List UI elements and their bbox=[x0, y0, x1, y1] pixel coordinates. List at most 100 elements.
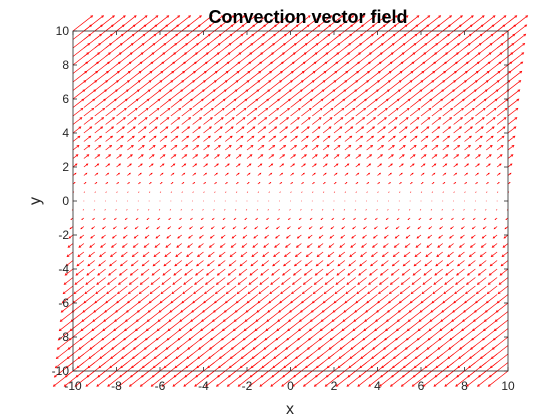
vector-arrow-head bbox=[396, 218, 399, 220]
vector-arrow-head bbox=[302, 384, 306, 387]
vector-arrow-head bbox=[358, 374, 362, 378]
vector-arrow bbox=[84, 285, 95, 294]
vector-arrow-head bbox=[153, 356, 157, 359]
vector-arrow bbox=[466, 277, 476, 285]
vector-arrow bbox=[111, 243, 117, 248]
vector-arrow-head bbox=[330, 227, 333, 230]
vector-arrow-head bbox=[292, 172, 295, 175]
vector-arrow-head bbox=[87, 144, 91, 148]
vector-arrow-head bbox=[482, 107, 486, 111]
vector-arrow bbox=[290, 80, 304, 91]
vector-arrow bbox=[270, 277, 280, 285]
vector-arrow-head bbox=[346, 172, 349, 175]
vector-arrow-head bbox=[405, 236, 408, 239]
vector-arrow-head bbox=[141, 365, 145, 369]
vector-arrow bbox=[476, 285, 487, 294]
vector-arrow bbox=[269, 285, 280, 294]
vector-arrow-head bbox=[113, 218, 116, 220]
vector-arrow bbox=[225, 98, 237, 108]
x-tick-label: 0 bbox=[287, 379, 294, 393]
vector-arrow-head bbox=[415, 126, 419, 130]
vector-arrow-head bbox=[307, 15, 311, 18]
vector-arrow-head bbox=[331, 218, 333, 220]
vector-arrow bbox=[266, 311, 280, 322]
vector-arrow-head bbox=[118, 163, 121, 166]
vector-arrow-head bbox=[492, 236, 495, 239]
vector-arrow bbox=[181, 126, 190, 134]
vector-arrow bbox=[399, 135, 407, 142]
vector-arrow-head bbox=[357, 282, 361, 285]
vector-arrow-head bbox=[400, 384, 404, 387]
vector-arrow-head bbox=[416, 15, 420, 18]
vector-arrow-head bbox=[360, 356, 364, 359]
vector-arrow-head bbox=[350, 126, 354, 130]
vector-arrow-head bbox=[264, 117, 268, 120]
vector-arrow bbox=[399, 108, 410, 117]
vector-arrow-head bbox=[473, 98, 476, 102]
vector-arrow-head bbox=[173, 374, 177, 378]
vector-arrow bbox=[159, 126, 169, 134]
vector-arrow-head bbox=[484, 310, 488, 313]
vector-arrow-head bbox=[380, 154, 383, 157]
vector-arrow-head bbox=[275, 117, 279, 120]
x-tick-label: -2 bbox=[242, 379, 253, 393]
vector-arrow-head bbox=[446, 263, 449, 267]
vector-arrow bbox=[148, 191, 151, 193]
vector-arrow-head bbox=[438, 15, 442, 18]
vector-arrow bbox=[415, 243, 422, 248]
vector-arrow bbox=[155, 234, 161, 239]
vector-arrow bbox=[301, 154, 307, 159]
vector-arrow-head bbox=[197, 254, 200, 258]
vector-arrow bbox=[231, 243, 237, 248]
vector-arrow-head bbox=[282, 272, 285, 276]
vector-arrow-head bbox=[168, 319, 172, 322]
vector-arrow-head bbox=[87, 365, 91, 369]
vector-arrow bbox=[343, 209, 346, 211]
vector-arrow bbox=[322, 163, 328, 168]
vector-arrow bbox=[127, 98, 139, 108]
vector-arrow-head bbox=[302, 172, 305, 175]
vector-arrow-head bbox=[491, 126, 495, 130]
vector-arrow-head bbox=[326, 365, 330, 369]
vector-arrow-head bbox=[314, 374, 318, 378]
vector-arrow bbox=[257, 117, 267, 125]
vector-arrow bbox=[303, 277, 313, 285]
vector-arrow-head bbox=[401, 374, 405, 378]
vector-arrow-head bbox=[192, 300, 195, 304]
vector-arrow bbox=[235, 126, 245, 134]
vector-arrow bbox=[502, 243, 509, 248]
vector-arrow-head bbox=[107, 384, 111, 387]
vector-arrow bbox=[260, 268, 269, 276]
vector-arrow bbox=[242, 234, 248, 239]
vector-arrow-head bbox=[354, 310, 358, 313]
vector-arrow-head bbox=[286, 337, 289, 341]
vector-arrow-head bbox=[461, 107, 464, 111]
vector-arrow-head bbox=[125, 98, 128, 102]
vector-arrow bbox=[116, 126, 125, 134]
vector-arrow-head bbox=[383, 236, 387, 239]
vector-arrow-head bbox=[196, 144, 200, 148]
vector-arrow-head bbox=[411, 282, 415, 285]
vector-arrow-head bbox=[449, 236, 452, 239]
vector-arrow bbox=[86, 268, 95, 276]
vector-arrow bbox=[216, 277, 226, 285]
vector-arrow bbox=[161, 277, 172, 285]
vector-arrow-head bbox=[254, 227, 257, 230]
vector-arrow bbox=[273, 251, 280, 257]
vector-arrow-head bbox=[460, 227, 463, 230]
vector-arrow-head bbox=[255, 98, 259, 102]
vector-arrow-head bbox=[510, 154, 514, 157]
vector-arrow-head bbox=[141, 144, 145, 148]
vector-arrow bbox=[138, 294, 150, 304]
vector-arrow-head bbox=[124, 319, 128, 322]
vector-arrow-head bbox=[429, 218, 431, 220]
vector-arrow-head bbox=[280, 182, 283, 184]
vector-arrow-head bbox=[335, 384, 339, 387]
vector-arrow-head bbox=[261, 144, 265, 148]
vector-arrow bbox=[489, 362, 509, 378]
vector-arrow bbox=[420, 108, 432, 117]
vector-arrow bbox=[437, 243, 443, 248]
vector-arrow-head bbox=[187, 347, 191, 350]
vector-arrow-head bbox=[156, 107, 160, 111]
vector-arrow-head bbox=[512, 135, 516, 139]
